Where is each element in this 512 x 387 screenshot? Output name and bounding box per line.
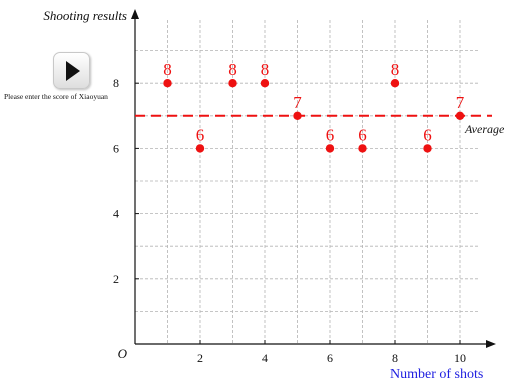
y-tick-label: 4 [113,207,119,221]
data-point-label: 6 [423,125,432,144]
origin-label: O [118,346,128,361]
data-point [293,111,302,121]
x-axis-title: Number of shots [390,367,483,382]
data-point-label: 6 [326,125,335,144]
x-tick-label: 8 [392,351,398,365]
x-tick-label: 4 [262,351,268,365]
data-point [358,144,367,153]
y-tick-label: 8 [113,76,119,90]
data-point-label: 6 [358,125,367,144]
x-axis-arrow [486,340,496,348]
data-point [195,144,205,153]
data-point [325,144,335,153]
data-point-label: 7 [456,93,465,112]
data-point [228,79,237,88]
data-point-label: 6 [196,125,205,144]
play-icon [66,61,80,81]
y-tick-label: 2 [113,272,119,286]
data-point-label: 8 [228,60,237,79]
data-point [423,144,432,153]
y-axis-arrow [131,9,139,19]
play-caption: Please enter the score of Xiaoyuan [4,92,108,101]
data-point [390,79,400,88]
data-point-label: 8 [163,60,172,79]
data-point-label: 7 [293,93,302,112]
data-point [163,79,172,88]
x-tick-label: 10 [454,351,466,365]
play-button[interactable] [53,52,90,89]
x-tick-label: 2 [197,351,203,365]
y-tick-label: 6 [113,141,119,155]
data-point-label: 8 [261,60,270,79]
data-point [455,111,465,121]
average-label: Average [464,122,505,136]
x-tick-label: 6 [327,351,333,365]
data-point [260,79,270,88]
y-axis-title: Shooting results [43,8,127,23]
data-point-label: 8 [391,60,400,79]
